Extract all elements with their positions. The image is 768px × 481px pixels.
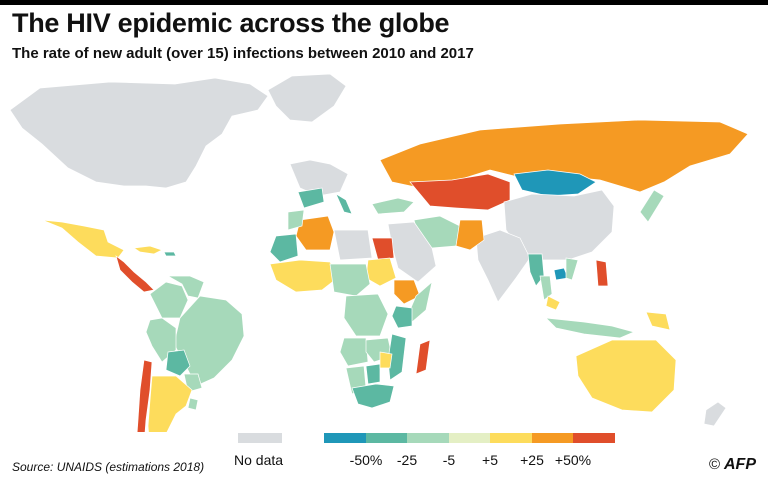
region-zimbabwe: [379, 351, 393, 369]
region-egypt: [371, 237, 395, 261]
region-indonesia: [545, 317, 636, 339]
region-italy: [335, 193, 353, 215]
region-brazil: [173, 295, 245, 387]
source-note: Source: UNAIDS (estimations 2018): [12, 460, 205, 474]
legend-bin-2: [365, 433, 408, 443]
region-south-africa: [351, 383, 395, 409]
region-greenland: [267, 73, 347, 123]
legend-tick-5: +25: [520, 452, 544, 468]
region-spain: [297, 187, 325, 209]
region-dr-congo: [343, 293, 389, 337]
region-mongolia: [513, 169, 597, 197]
map-subtitle: The rate of new adult (over 15) infectio…: [12, 45, 474, 62]
region-libya: [333, 229, 373, 261]
map-title: The HIV epidemic across the globe: [12, 8, 450, 38]
region-morocco: [287, 209, 305, 231]
legend-bin-5: [490, 433, 532, 443]
legend-bin-1: [324, 433, 366, 443]
copyright-icon: ©: [708, 456, 720, 473]
region-new-zealand: [703, 401, 727, 427]
region-papua-new-guinea: [645, 311, 671, 331]
afp-credit: © AFP: [709, 456, 756, 474]
region-west-africa: [269, 259, 341, 293]
region-uruguay: [187, 397, 199, 411]
region-philippines: [595, 259, 609, 287]
legend-tick-4: +5: [482, 452, 498, 468]
legend-bin-6: [531, 433, 574, 443]
region-chile: [136, 359, 153, 432]
region-north-america: [9, 77, 269, 189]
legend-tick-3: -5: [442, 452, 456, 468]
region-japan: [639, 189, 665, 223]
region-mauritania: [269, 233, 299, 263]
afp-logo: AFP: [724, 456, 756, 473]
legend-no-data-swatch: [238, 433, 282, 443]
region-sudan: [365, 257, 397, 287]
region-india: [475, 229, 531, 303]
region-malaysia: [545, 295, 561, 311]
top-rule: [0, 0, 768, 5]
region-madagascar: [415, 339, 431, 375]
region-argentina: [147, 375, 193, 432]
region-botswana: [365, 363, 381, 385]
region-mexico: [41, 219, 125, 259]
legend-bin-4: [448, 433, 491, 443]
region-kenya: [391, 305, 413, 329]
region-australia: [575, 339, 677, 413]
region-thailand: [539, 275, 553, 301]
region-cuba: [133, 245, 163, 255]
legend-no-data-label: No data: [234, 452, 284, 468]
region-central-america: [115, 255, 155, 293]
region-vietnam: [565, 257, 579, 281]
region-turkey: [371, 197, 415, 215]
region-bolivia: [165, 349, 191, 377]
region-pakistan: [455, 219, 485, 251]
legend-bin-7: [573, 433, 616, 443]
world-map: [9, 73, 749, 432]
legend-color-scale: [324, 433, 616, 443]
legend-bin-3: [407, 433, 449, 443]
region-ethiopia: [393, 279, 421, 305]
region-central-africa: [329, 263, 371, 297]
region-western-europe: [289, 159, 349, 197]
legend-tick-1: -50%: [349, 452, 383, 468]
region-angola: [339, 337, 369, 367]
legend-tick-6: +50%: [554, 452, 592, 468]
legend-tick-2: -25: [396, 452, 418, 468]
region-colombia: [149, 281, 189, 319]
region-haiti: [163, 251, 177, 257]
